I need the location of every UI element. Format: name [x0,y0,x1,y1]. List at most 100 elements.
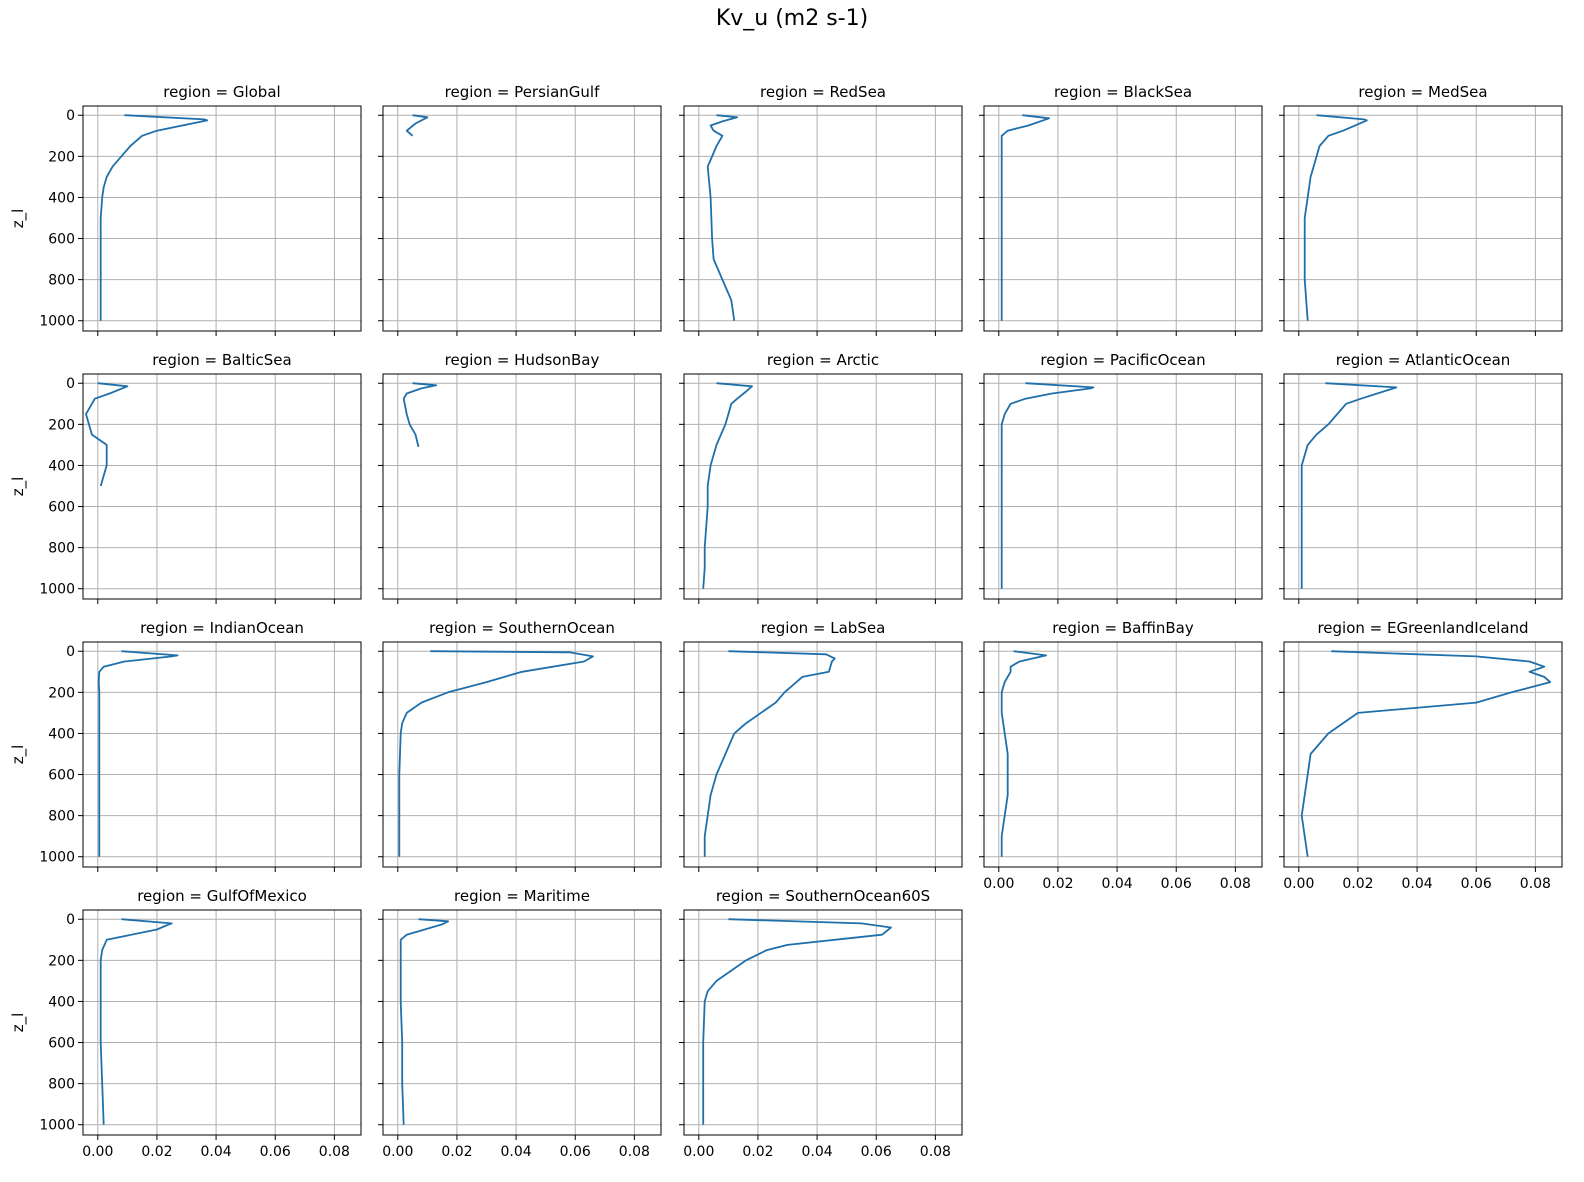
series-line-PersianGulf [405,114,429,137]
x-tick-label: 0.02 [441,1144,472,1160]
panel-title: region = MedSea [1358,83,1487,101]
y-tick-label: 600 [48,768,75,784]
panel-title: region = BalticSea [152,351,291,369]
panel-title: region = Maritime [454,887,590,905]
panel-SouthernOcean: region = SouthernOcean [378,619,662,872]
panel-title: region = HudsonBay [445,351,600,369]
x-tick-label: 0.06 [861,1144,892,1160]
series-line-Global [99,114,209,321]
axes-frame [82,909,362,1136]
y-tick-label: 800 [48,541,75,557]
x-tick-label: 0.06 [1161,876,1192,892]
x-tick-label: 0.04 [500,1144,531,1160]
x-tick-label: 0.00 [382,1144,413,1160]
x-tick-label: 0.00 [983,876,1014,892]
x-tick-label: 0.00 [1283,876,1314,892]
y-axis-label: z_l [9,745,28,765]
axes-frame [382,373,662,600]
series-line-SouthernOcean [398,650,594,857]
panel-title: region = BaffinBay [1052,619,1194,637]
series-line-PacificOcean [1000,382,1095,589]
y-tick-label: 800 [48,273,75,289]
panel-IndianOcean: region = IndianOcean 0 200 400 600 800 1000 z_l [9,619,362,872]
axes-frame [82,105,362,332]
y-tick-label: 0 [66,108,75,124]
series-line-Arctic [702,382,753,589]
panel-Arctic: region = Arctic [679,351,963,604]
axes-frame [683,373,963,600]
x-tick-label: 0.00 [82,1144,113,1160]
y-tick-label: 0 [66,912,75,928]
panel-AtlanticOcean: region = AtlanticOcean [1279,351,1563,604]
series-line-LabSea [703,650,836,857]
panel-title: region = LabSea [761,619,886,637]
y-tick-label: 600 [48,500,75,516]
x-tick-label: 0.02 [141,1144,172,1160]
series-line-EGreenlandIceland [1300,650,1552,857]
series-line-BlackSea [1000,114,1050,321]
x-tick-label: 0.08 [319,1144,350,1160]
panel-Global: region = Global 0 200 400 600 800 1000 z_l [9,83,362,336]
axes-frame [82,373,362,600]
x-tick-label: 0.02 [1042,876,1073,892]
axes-frame [382,105,662,332]
y-tick-label: 800 [48,809,75,825]
axes-frame [683,641,963,868]
x-tick-label: 0.04 [801,1144,832,1160]
panel-MedSea: region = MedSea [1279,83,1563,336]
y-tick-label: 800 [48,1077,75,1093]
axes-frame [1283,373,1563,600]
series-line-BaffinBay [1000,650,1047,857]
series-line-GulfOfMexico [99,918,173,1125]
panel-EGreenlandIceland: region = EGreenlandIceland 0.00 0.02 0.04 0.… [1279,619,1563,892]
y-tick-label: 1000 [39,314,75,330]
y-tick-label: 1000 [39,582,75,598]
panel-title: region = SouthernOcean [429,619,615,637]
panel-BaffinBay: region = BaffinBay 0.00 0.02 0.04 0.06 0.08 [979,619,1263,892]
axes-frame [983,641,1263,868]
axes-frame [382,909,662,1136]
y-tick-label: 600 [48,1036,75,1052]
series-line-HudsonBay [402,382,438,448]
x-tick-label: 0.06 [560,1144,591,1160]
x-tick-label: 0.02 [742,1144,773,1160]
x-tick-label: 0.04 [200,1144,231,1160]
axes-frame [683,105,963,332]
x-tick-label: 0.00 [683,1144,714,1160]
y-tick-label: 1000 [39,850,75,866]
x-tick-label: 0.08 [619,1144,650,1160]
panel-LabSea: region = LabSea [679,619,963,872]
y-axis-label: z_l [9,209,28,229]
panel-title: region = PacificOcean [1040,351,1205,369]
panel-GulfOfMexico: region = GulfOfMexico 0 200 400 600 800 1000 z_… [9,887,362,1160]
y-tick-label: 200 [48,149,75,165]
x-tick-label: 0.04 [1401,876,1432,892]
series-line-AtlanticOcean [1300,382,1398,589]
axes-frame [382,641,662,868]
x-tick-label: 0.02 [1342,876,1373,892]
series-line-Maritime [399,918,450,1125]
axes-frame [683,909,963,1136]
x-tick-label: 0.06 [1461,876,1492,892]
panel-title: region = Arctic [767,351,879,369]
panel-title: region = AtlanticOcean [1336,351,1511,369]
panel-PacificOcean: region = PacificOcean [979,351,1263,604]
axes-frame [1283,641,1563,868]
y-tick-label: 200 [48,417,75,433]
series-line-MedSea [1303,114,1368,321]
panel-title: region = GulfOfMexico [137,887,307,905]
panel-title: region = PersianGulf [445,83,600,101]
y-tick-label: 200 [48,685,75,701]
panel-title: region = IndianOcean [140,619,304,637]
y-tick-label: 600 [48,232,75,248]
panel-title: region = BlackSea [1054,83,1192,101]
axes-frame [1283,105,1563,332]
panel-RedSea: region = RedSea [679,83,963,336]
x-tick-label: 0.08 [1220,876,1251,892]
panel-HudsonBay: region = HudsonBay [378,351,662,604]
y-tick-label: 400 [48,190,75,206]
panel-title: region = EGreenlandIceland [1317,619,1528,637]
x-tick-label: 0.08 [920,1144,951,1160]
